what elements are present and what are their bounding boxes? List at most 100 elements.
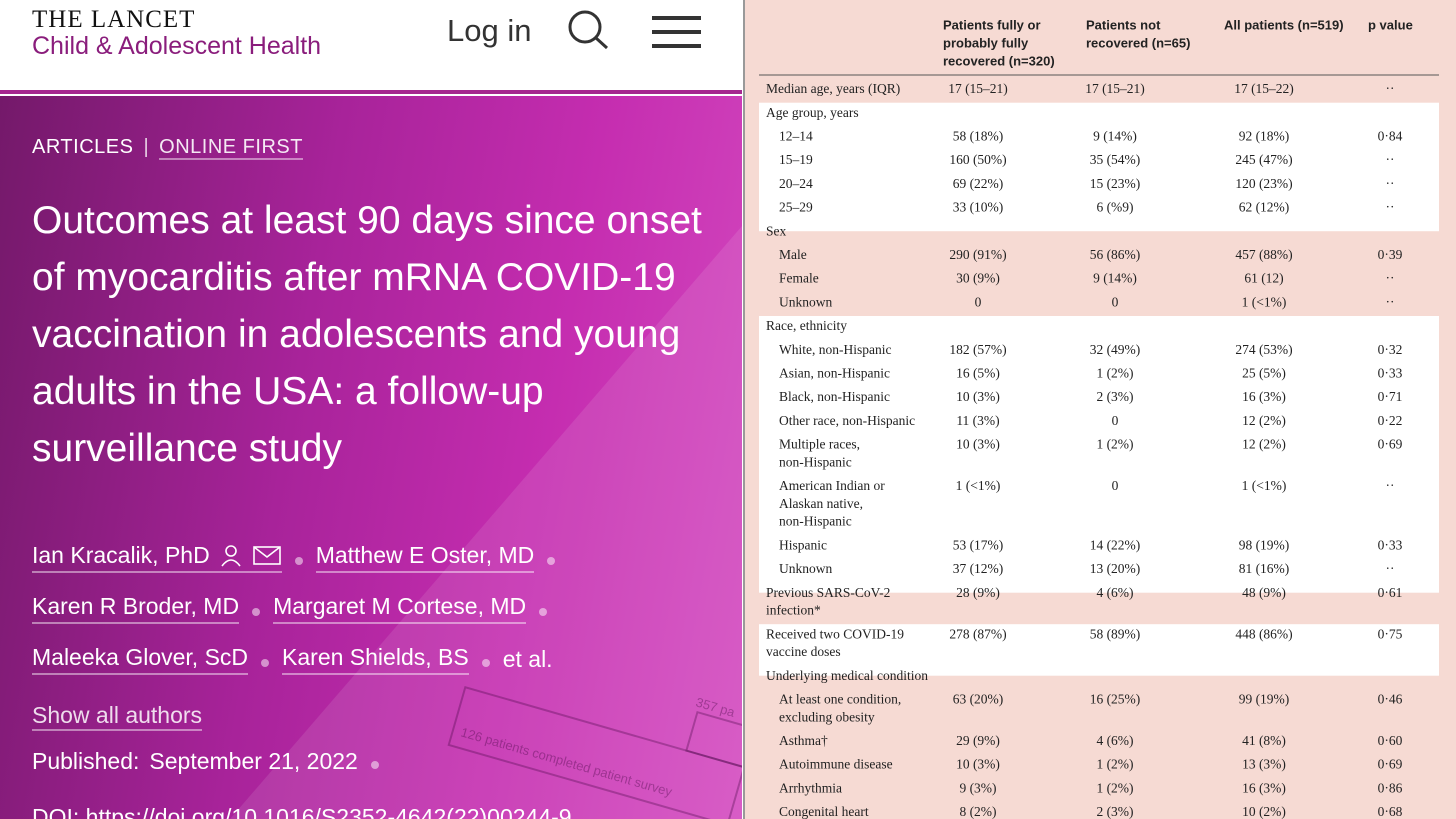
published-date: September 21, 2022 <box>149 748 358 774</box>
row-heading: Race, ethnicity <box>766 318 847 333</box>
background-figure: 126 patients completed patient survey 35… <box>230 226 742 819</box>
row-label: Male <box>779 247 807 262</box>
cell: 2 (3%) <box>1096 804 1133 819</box>
cell: 17 (15–21) <box>1085 81 1145 96</box>
cell: ·· <box>1386 294 1395 309</box>
column-header: Patients fully or <box>943 17 1041 32</box>
cell: 16 (3%) <box>1242 389 1286 404</box>
cell: 1 (<1%) <box>1242 294 1287 309</box>
separator-dot <box>294 556 303 565</box>
kicker-link[interactable]: ONLINE FIRST <box>159 136 303 160</box>
cell: 10 (3%) <box>956 389 1000 404</box>
author[interactable]: Matthew E Oster, MD <box>315 542 535 573</box>
cell: 4 (6%) <box>1096 733 1133 748</box>
cell: 58 (89%) <box>1090 626 1141 641</box>
author[interactable]: Karen R Broder, MD <box>32 593 240 624</box>
author-icons <box>221 544 281 566</box>
cell: 1 (2%) <box>1096 757 1133 772</box>
row-label: Received two COVID-19 <box>766 626 904 641</box>
cell: 0·33 <box>1378 537 1403 552</box>
login[interactable]: Log in <box>447 13 532 48</box>
cell: 0·46 <box>1378 691 1403 706</box>
cell: 56 (86%) <box>1090 247 1141 262</box>
row-label: Hispanic <box>779 537 827 552</box>
cell: 53 (17%) <box>953 537 1004 552</box>
author-name: Karen Shields, BS <box>282 644 469 670</box>
header-rule <box>0 90 742 94</box>
cell: 15 (23%) <box>1090 176 1141 191</box>
cell: 13 (20%) <box>1090 561 1141 576</box>
row-heading: Age group, years <box>766 105 859 120</box>
row-label: Median age, years (IQR) <box>766 81 900 96</box>
cell: 0·75 <box>1378 626 1403 641</box>
author[interactable]: Maleeka Glover, ScD <box>32 644 249 675</box>
column-header: probably fully <box>943 35 1029 50</box>
cell: ·· <box>1386 176 1395 191</box>
et-al: et al. <box>502 646 553 672</box>
doi[interactable]: DOI: https://doi.org/10.1016/S2352-4642(… <box>32 804 572 819</box>
cell: 99 (19%) <box>1239 691 1290 706</box>
author[interactable]: Karen Shields, BS <box>282 644 469 675</box>
cell: 1 (<1%) <box>956 478 1001 493</box>
row-label: non-Hispanic <box>779 454 852 469</box>
cell: 98 (19%) <box>1239 537 1290 552</box>
table: Patients fully or probably fully recovered… <box>759 17 1439 819</box>
cell: 25 (5%) <box>1242 365 1286 380</box>
row-label: Black, non-Hispanic <box>779 389 890 404</box>
separator-dot <box>547 556 556 565</box>
row-label: Other race, non-Hispanic <box>779 413 915 428</box>
row-label: infection* <box>766 603 821 618</box>
cell: 0·68 <box>1378 804 1403 819</box>
cell: 41 (8%) <box>1242 733 1286 748</box>
menu-icon[interactable] <box>652 16 701 48</box>
column-header: recovered (n=320) <box>943 53 1055 68</box>
journal-section[interactable]: Child & Adolescent Health <box>32 32 322 60</box>
search-icon[interactable] <box>568 10 609 50</box>
cell: 0 <box>1112 478 1119 493</box>
cell: ·· <box>1386 478 1395 493</box>
cell: 11 (3%) <box>956 413 999 428</box>
cell: 245 (47%) <box>1235 152 1292 167</box>
author[interactable]: Ian Kracalik, PhD <box>32 542 282 573</box>
row-label: Arrhythmia <box>779 780 842 795</box>
journal-name[interactable]: THE LANCET <box>32 6 196 33</box>
column-header: p value <box>1368 17 1413 32</box>
row-label: excluding obesity <box>779 709 875 724</box>
author-name: Matthew E Oster, MD <box>315 542 535 568</box>
cell: 120 (23%) <box>1235 176 1292 191</box>
cell: 33 (10%) <box>953 200 1004 215</box>
cell: 48 (9%) <box>1242 585 1286 600</box>
author-list: Ian Kracalik, PhD Matthew E Oster, MD Kare… <box>32 542 672 675</box>
cell: 182 (57%) <box>949 342 1006 357</box>
row-label: 12–14 <box>779 128 813 143</box>
cell: 1 (2%) <box>1096 437 1133 452</box>
cell: 0·71 <box>1378 389 1403 404</box>
row-label: 20–24 <box>779 176 813 191</box>
article-title: Outcomes at least 90 days since onset of… <box>32 199 702 470</box>
cell: 12 (2%) <box>1242 413 1286 428</box>
cell: 28 (9%) <box>956 585 1000 600</box>
row-label: Asthma† <box>779 733 828 748</box>
cell: 274 (53%) <box>1235 342 1292 357</box>
cell: ·· <box>1386 200 1395 215</box>
separator-dot <box>252 607 261 616</box>
row-label: Alaskan native, <box>779 496 863 511</box>
cell: 63 (20%) <box>953 691 1004 706</box>
show-all-authors[interactable]: Show all authors <box>32 702 203 731</box>
cell: 290 (91%) <box>949 247 1006 262</box>
author[interactable]: Margaret M Cortese, MD <box>273 593 527 624</box>
author-name: Margaret M Cortese, MD <box>273 593 527 619</box>
row-label: Female <box>779 271 819 286</box>
row-label: Previous SARS-CoV-2 <box>766 585 890 600</box>
cell: 35 (54%) <box>1090 152 1141 167</box>
site-header: THE LANCET Child & Adolescent Health Log… <box>0 0 742 90</box>
cell: 0·39 <box>1378 247 1403 262</box>
cell: 4 (6%) <box>1096 585 1133 600</box>
cell: 0 <box>1112 294 1119 309</box>
row-label: American Indian or <box>779 478 885 493</box>
column-header: Patients not <box>1086 17 1161 32</box>
cell: 9 (3%) <box>959 780 996 795</box>
row-heading: Underlying medical condition <box>766 668 928 683</box>
cell: 0·33 <box>1378 365 1403 380</box>
